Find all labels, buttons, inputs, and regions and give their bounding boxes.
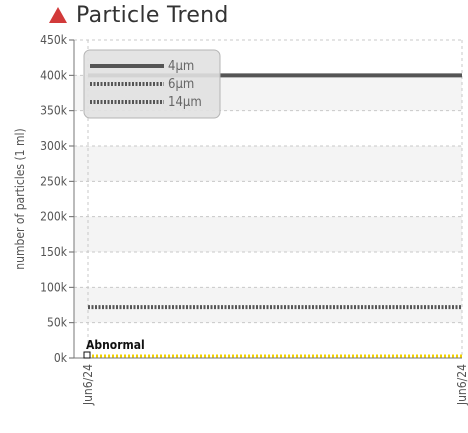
grid-band bbox=[74, 216, 462, 252]
y-tick-label: 300k bbox=[40, 139, 68, 153]
y-tick-label: 200k bbox=[40, 210, 68, 224]
y-tick-label: 250k bbox=[40, 174, 68, 188]
y-tick-label: 100k bbox=[40, 280, 68, 294]
y-tick-label: 50k bbox=[47, 316, 68, 330]
alert-triangle-icon bbox=[49, 7, 67, 23]
legend-label: 14μm bbox=[168, 95, 202, 110]
y-tick-label: 0k bbox=[54, 351, 68, 365]
legend-label: 4μm bbox=[168, 59, 194, 74]
y-tick-label: 400k bbox=[40, 68, 68, 82]
threshold-marker bbox=[83, 351, 91, 359]
threshold-label: Abnormal bbox=[86, 338, 145, 352]
chart-header: Particle Trend bbox=[48, 0, 229, 30]
chart-title: Particle Trend bbox=[76, 2, 229, 28]
grid-band bbox=[74, 146, 462, 182]
y-tick-label: 450k bbox=[40, 33, 68, 47]
x-tick-label: Jun6/24 bbox=[455, 364, 468, 406]
y-tick-label: 350k bbox=[40, 104, 68, 118]
grid-band bbox=[74, 287, 462, 323]
y-axis-label: number of particles (1 ml) bbox=[13, 128, 27, 269]
legend-label: 6μm bbox=[168, 77, 194, 92]
y-tick-label: 150k bbox=[40, 245, 68, 259]
x-tick-label: Jun6/24 bbox=[81, 364, 95, 406]
